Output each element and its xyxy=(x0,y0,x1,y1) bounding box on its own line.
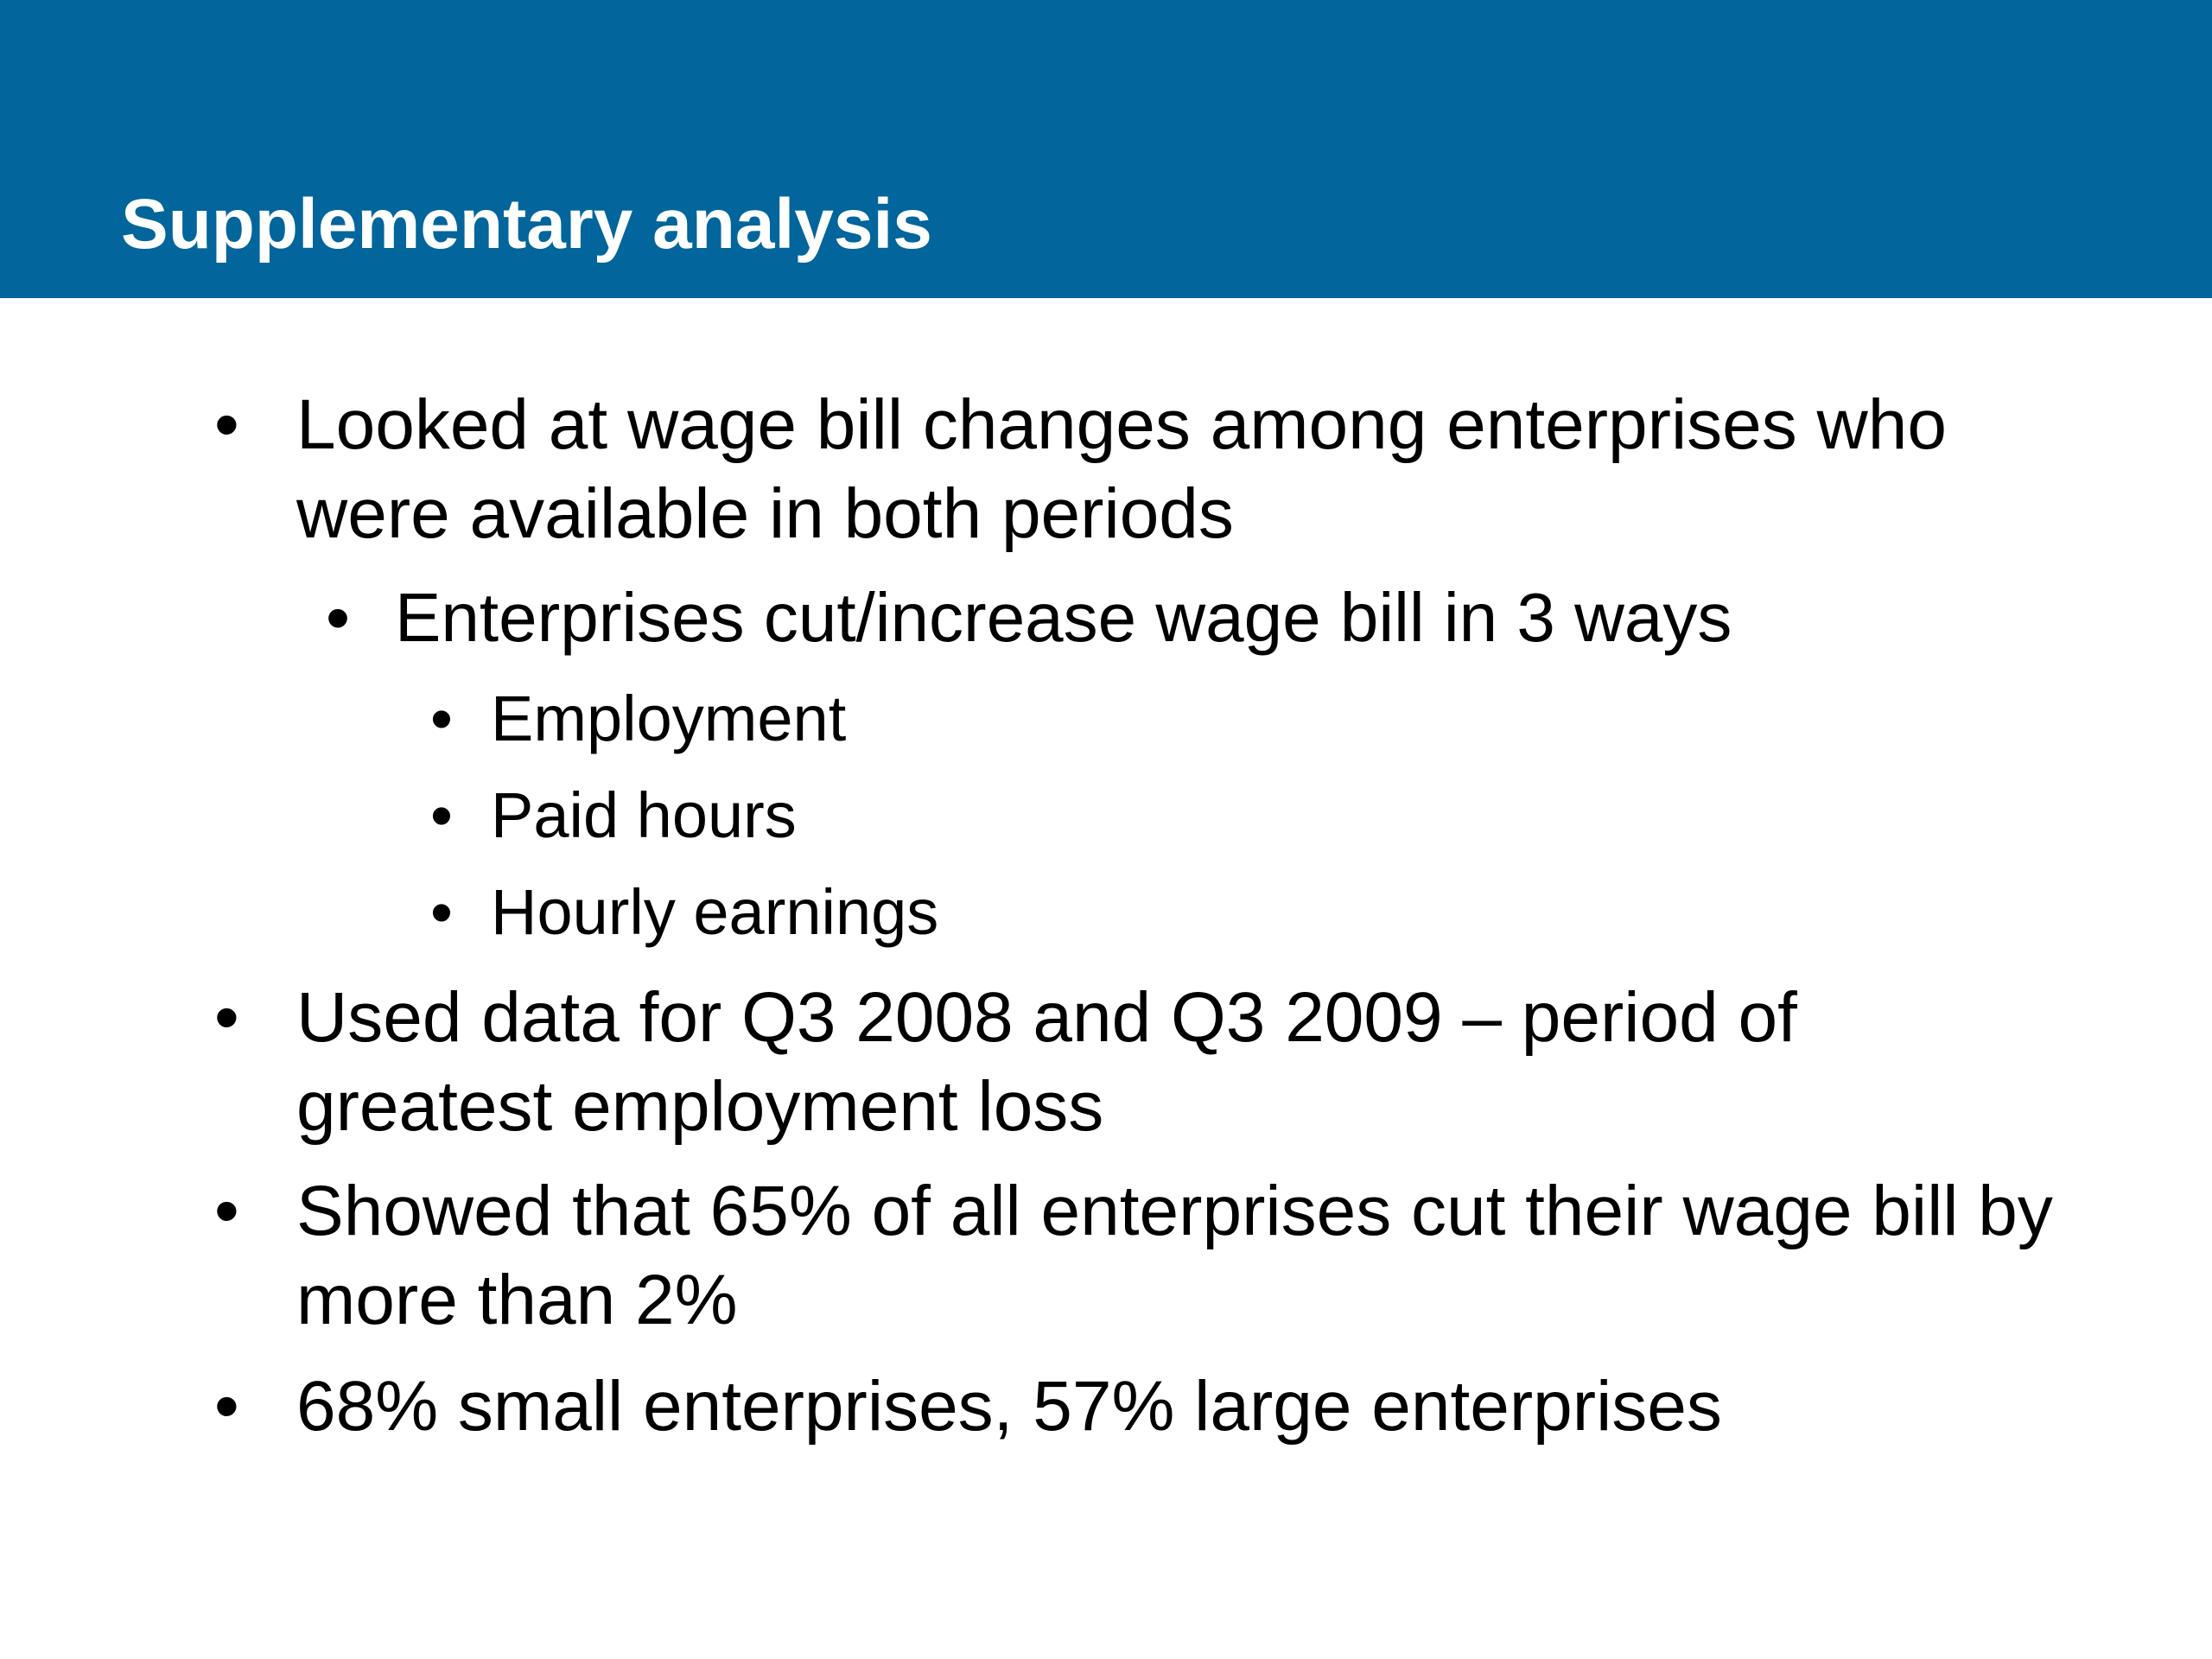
bullet-text: Looked at wage bill changes among enterp… xyxy=(296,385,1947,553)
bullet-text: Employment xyxy=(491,683,847,754)
bullet-marker: • xyxy=(214,1172,239,1250)
bullet-text: Paid hours xyxy=(491,779,797,851)
bullet-text: Showed that 65% of all enterprises cut t… xyxy=(296,1172,2053,1339)
bullet-text: 68% small enterprises, 57% large enterpr… xyxy=(296,1367,1722,1446)
bullet-text: Enterprises cut/increase wage bill in 3 … xyxy=(395,579,1732,656)
bullet-text: Used data for Q3 2008 and Q3 2009 – peri… xyxy=(296,978,1797,1146)
bullet-marker: • xyxy=(430,683,453,754)
bullet-marker: • xyxy=(326,579,351,656)
bullet-marker: • xyxy=(214,1367,239,1446)
bullet-marker: • xyxy=(214,978,239,1057)
slide-title: Supplementary analysis xyxy=(121,185,932,264)
bullet-marker: • xyxy=(214,385,239,464)
bullet-marker: • xyxy=(430,876,453,948)
bullet-text: Hourly earnings xyxy=(491,876,939,948)
bullet-marker: • xyxy=(430,779,453,851)
header-bar xyxy=(0,0,2212,298)
